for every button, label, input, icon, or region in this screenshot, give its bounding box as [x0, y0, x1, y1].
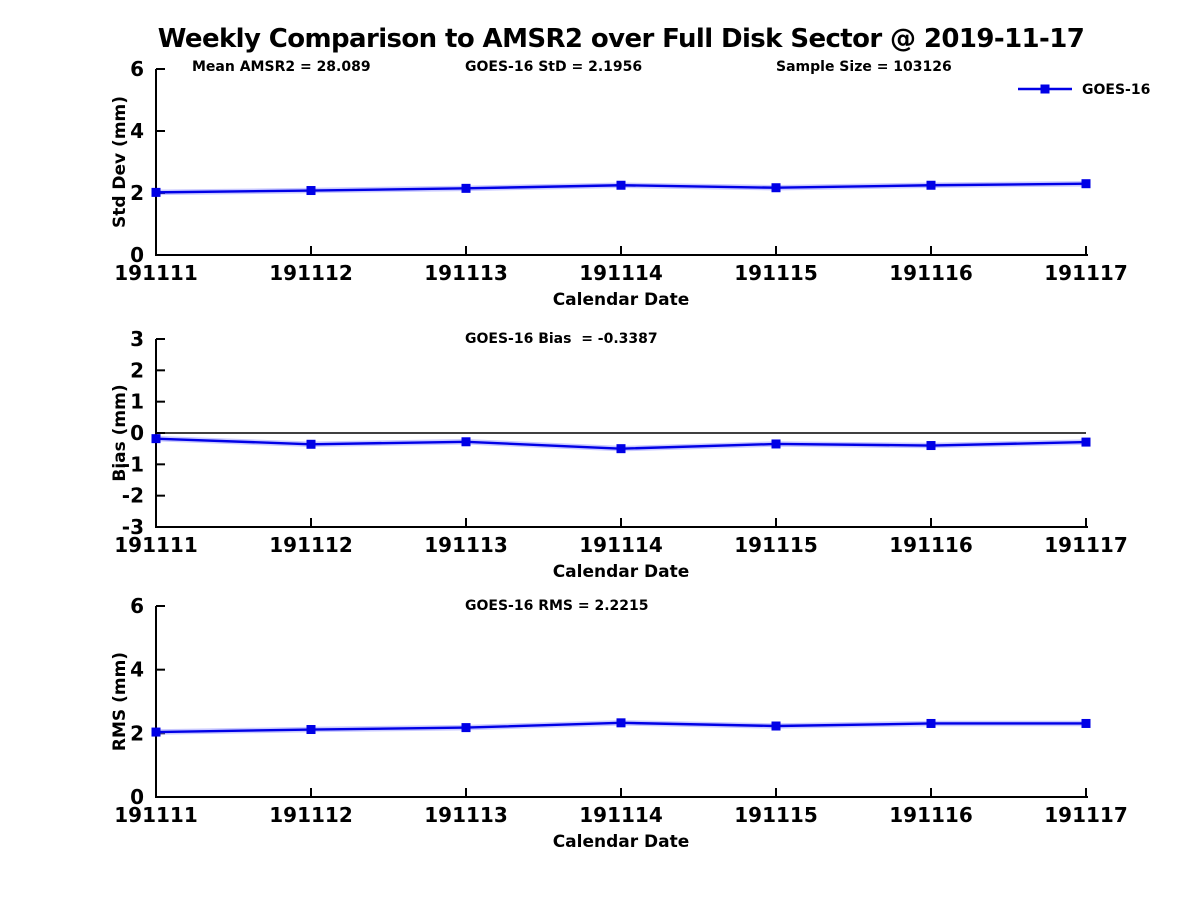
annotation: GOES-16 StD = 2.1956 [465, 59, 642, 75]
x-tick-label: 191116 [889, 803, 973, 827]
data-marker [1081, 718, 1091, 728]
data-marker [1081, 437, 1091, 447]
x-tick-label: 191113 [424, 261, 508, 285]
data-marker [461, 183, 471, 193]
x-tick-label: 191114 [579, 533, 663, 557]
y-tick-label: 0 [130, 243, 144, 267]
legend-label: GOES-16 [1082, 82, 1150, 98]
x-tick-label: 191112 [269, 533, 353, 557]
axes-lines [155, 606, 1088, 798]
data-marker [616, 718, 626, 728]
x-tick-label: 191113 [424, 803, 508, 827]
axes-lines [155, 69, 1088, 256]
y-tick-label: 1 [130, 390, 144, 414]
x-tick-label: 191117 [1044, 803, 1128, 827]
x-tick-label: 191112 [269, 803, 353, 827]
x-axis-title: Calendar Date [553, 832, 690, 852]
x-tick-label: 191117 [1044, 261, 1128, 285]
data-marker [461, 437, 471, 447]
x-axis-title: Calendar Date [553, 562, 690, 582]
y-tick-label: -1 [122, 452, 144, 476]
data-marker [926, 180, 936, 190]
x-tick-label: 191116 [889, 261, 973, 285]
data-marker [306, 725, 316, 735]
x-tick-label: 191115 [734, 803, 818, 827]
data-marker [926, 441, 936, 451]
x-tick-label: 191111 [114, 803, 198, 827]
x-tick-label: 191117 [1044, 533, 1128, 557]
y-axis-title: Std Dev (mm) [110, 96, 130, 228]
annotation: Mean AMSR2 = 28.089 [192, 59, 371, 75]
x-tick-label: 191112 [269, 261, 353, 285]
y-tick-label: 2 [130, 358, 144, 382]
x-tick-label: 191115 [734, 533, 818, 557]
data-marker [461, 723, 471, 733]
y-tick-label: -2 [122, 484, 144, 508]
y-tick-label: 3 [130, 327, 144, 351]
y-tick-label: 6 [130, 57, 144, 81]
data-marker [306, 439, 316, 449]
annotation: GOES-16 Bias = -0.3387 [465, 331, 658, 347]
figure-title: Weekly Comparison to AMSR2 over Full Dis… [157, 24, 1085, 54]
data-marker [151, 187, 161, 197]
x-tick-label: 191111 [114, 533, 198, 557]
x-tick-label: 191113 [424, 533, 508, 557]
bias-subplot: -3 -2 -1 0 1 2 3 191111 191112 191113 191114 191115… [110, 327, 1128, 582]
x-tick-label: 191114 [579, 261, 663, 285]
data-marker [151, 727, 161, 737]
data-marker [771, 721, 781, 731]
y-tick-label: 2 [130, 181, 144, 205]
legend-marker [1040, 84, 1050, 94]
data-marker [1081, 179, 1091, 189]
annotation: GOES-16 RMS = 2.2215 [465, 598, 649, 614]
data-marker [616, 444, 626, 454]
y-tick-label: 0 [130, 421, 144, 445]
annotation: Sample Size = 103126 [776, 59, 952, 75]
rms-subplot: 0 2 4 6 191111 191112 191113 191114 191115 191116… [110, 594, 1128, 852]
y-axis-title: RMS (mm) [110, 652, 130, 751]
x-axis-title: Calendar Date [553, 290, 690, 310]
y-tick-label: 4 [130, 658, 144, 682]
y-tick-label: -3 [122, 515, 144, 539]
y-tick-label: 4 [130, 119, 144, 143]
y-axis-title: Bias (mm) [110, 384, 130, 481]
data-marker [616, 180, 626, 190]
data-marker [926, 718, 936, 728]
x-tick-label: 191116 [889, 533, 973, 557]
x-tick-label: 191114 [579, 803, 663, 827]
x-tick-label: 191111 [114, 261, 198, 285]
y-tick-label: 0 [130, 785, 144, 809]
data-marker [771, 183, 781, 193]
y-tick-label: 6 [130, 594, 144, 618]
data-marker [306, 186, 316, 196]
std-dev-subplot: 0 2 4 6 191111 191112 191113 191114 191115 191116… [110, 57, 1150, 310]
data-marker [151, 434, 161, 444]
x-tick-label: 191115 [734, 261, 818, 285]
y-tick-label: 2 [130, 721, 144, 745]
data-marker [771, 439, 781, 449]
